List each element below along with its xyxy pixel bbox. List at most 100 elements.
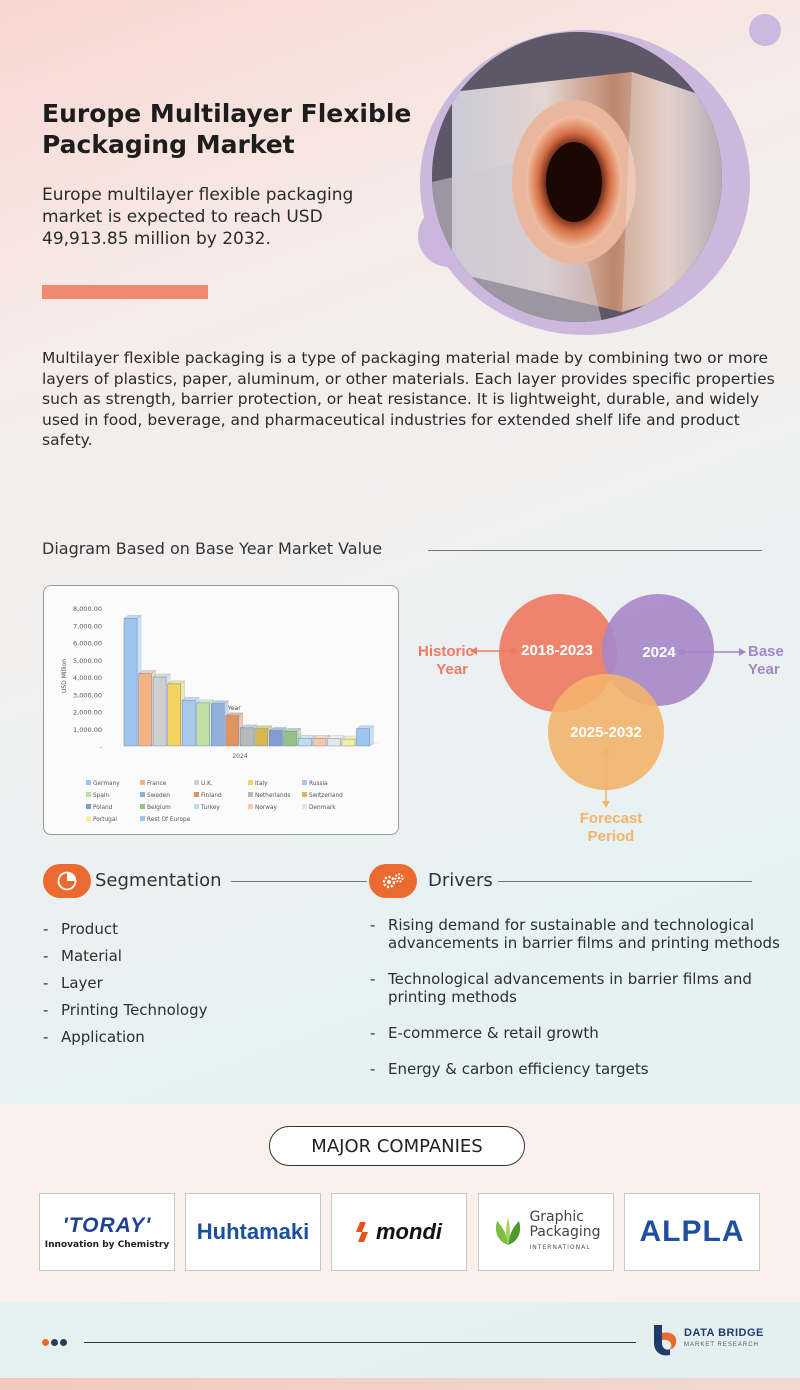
legend-swatch (248, 780, 253, 785)
huhtamaki-wordmark: Huhtamaki (196, 1219, 310, 1244)
market-forecast-text: Europe multilayer flexible packaging mar… (42, 185, 354, 249)
country-bar-chart: 8,000.00 7,000.00 6,000.00 5,000.00 4,000.00… (61, 605, 381, 823)
bar (152, 676, 167, 747)
list-item: Layer (43, 970, 208, 997)
page-title: Europe Multilayer Flexible Packaging Mar… (42, 99, 412, 159)
legend-label: Germany (93, 781, 120, 787)
data-bridge-text: DATA BRIDGE MARKET RESEARCH (684, 1327, 764, 1351)
y-tick-label: 4,000.00 (73, 674, 102, 682)
legend-label: Denmark (309, 805, 336, 811)
legend-label: France (147, 781, 167, 787)
data-bridge-logo (648, 1323, 680, 1361)
huhtamaki-logo: Huhtamaki (185, 1193, 321, 1271)
list-item: Product (43, 916, 208, 943)
legend-label: Belgium (147, 805, 171, 811)
legend-swatch (140, 816, 145, 821)
bar (312, 737, 327, 747)
y-axis-label: USD Million (61, 659, 68, 693)
y-tick-label: 8,000.00 (73, 605, 102, 613)
legend-swatch (140, 792, 145, 797)
y-tick-label: 5,000.00 (73, 657, 102, 665)
list-item: Energy & carbon efficiency targets (370, 1060, 790, 1078)
mondi-wordmark: mondi (376, 1219, 442, 1244)
y-tick-label: 3,000.00 (73, 691, 102, 699)
toray-wordmark: 'TORAY' (62, 1214, 152, 1237)
segmentation-heading: Segmentation (95, 870, 222, 891)
legend-label: Russia (309, 781, 328, 787)
graphic-packaging-tagline: INTERNATIONAL (529, 1243, 591, 1251)
legend-label: Sweden (147, 793, 170, 799)
legend-label: Finland (201, 793, 222, 799)
gears-icon (369, 864, 417, 898)
x-axis-label: 2024 (232, 753, 247, 760)
y-tick-label: 6,000.00 (73, 640, 102, 648)
graphic-packaging-line2: Packaging (529, 1223, 601, 1240)
list-item: Printing Technology (43, 997, 208, 1024)
y-tick-label: 1,000.00 (73, 726, 102, 734)
alpla-logo: ALPLA (624, 1193, 760, 1271)
legend-swatch (194, 792, 199, 797)
accent-bar (42, 285, 208, 299)
legend-swatch (86, 780, 91, 785)
mondi-logo: mondi (331, 1193, 467, 1271)
legend-label: Spain (93, 793, 110, 799)
legend-label: U.K. (201, 781, 213, 787)
legend-swatch (86, 816, 91, 821)
drivers-list: Rising demand for sustainable and techno… (370, 916, 790, 1078)
data-bridge-mark-icon (654, 1325, 677, 1356)
bar (167, 683, 181, 747)
leaf-mark-icon (496, 1218, 521, 1245)
bar (254, 728, 269, 747)
toray-logo: 'TORAY' Innovation by Chemistry (39, 1193, 175, 1271)
toray-tagline: Innovation by Chemistry (44, 1240, 170, 1250)
list-item: Application (43, 1024, 208, 1051)
legend-label: Turkey (200, 805, 220, 811)
legend-swatch (248, 792, 253, 797)
bar (283, 731, 298, 747)
legend-swatch (86, 792, 91, 797)
legend-label: Rest Of Europe (147, 817, 191, 823)
diagram-heading-rule (428, 550, 762, 551)
axis-title: Year (227, 705, 241, 712)
bar (181, 700, 196, 747)
forecast-years: 2025-2032 (570, 724, 642, 741)
graphic-packaging-logo: Graphic Packaging INTERNATIONAL (478, 1193, 614, 1271)
bar (196, 702, 210, 747)
y-tick-label: - (100, 743, 103, 751)
base-label-line2: Year (748, 661, 780, 678)
legend-swatch (248, 804, 253, 809)
historic-years: 2018-2023 (521, 642, 593, 659)
bar (123, 618, 138, 747)
major-companies-heading: MAJOR COMPANIES (269, 1126, 525, 1166)
legend-label: Norway (255, 805, 278, 811)
historic-label-line1: Historic (418, 643, 474, 660)
pie-chart-icon (43, 864, 91, 898)
footer-rule (84, 1342, 636, 1343)
bar (269, 730, 283, 747)
legend-swatch (194, 804, 199, 809)
forecast-period-label: Forecast Period (579, 810, 643, 845)
bar (138, 673, 152, 747)
film-roll-image (432, 32, 722, 322)
bar (298, 737, 312, 747)
hero-dot-decoration (749, 14, 781, 46)
graphic-packaging-line1: Graphic (529, 1208, 584, 1225)
bar (225, 715, 240, 747)
graphic-packaging-text: Graphic Packaging INTERNATIONAL (529, 1208, 601, 1255)
legend-label: Netherlands (255, 793, 290, 799)
segmentation-list: Product Material Layer Printing Technolo… (43, 916, 208, 1051)
legend-label: Italy (255, 781, 268, 787)
bar (356, 728, 370, 747)
mondi-mark-icon (356, 1222, 368, 1242)
drivers-heading: Drivers (428, 870, 493, 891)
y-tick-label: 2,000.00 (73, 709, 102, 717)
legend-swatch (302, 780, 307, 785)
legend-label: Switzerland (309, 793, 343, 799)
y-tick-label: 7,000.00 (73, 622, 102, 630)
brand-line2: MARKET RESEARCH (684, 1342, 759, 1348)
base-year-label: Base Year (748, 643, 788, 679)
bar (327, 738, 341, 747)
base-label-line1: Base (748, 643, 784, 660)
legend-swatch (86, 804, 91, 809)
